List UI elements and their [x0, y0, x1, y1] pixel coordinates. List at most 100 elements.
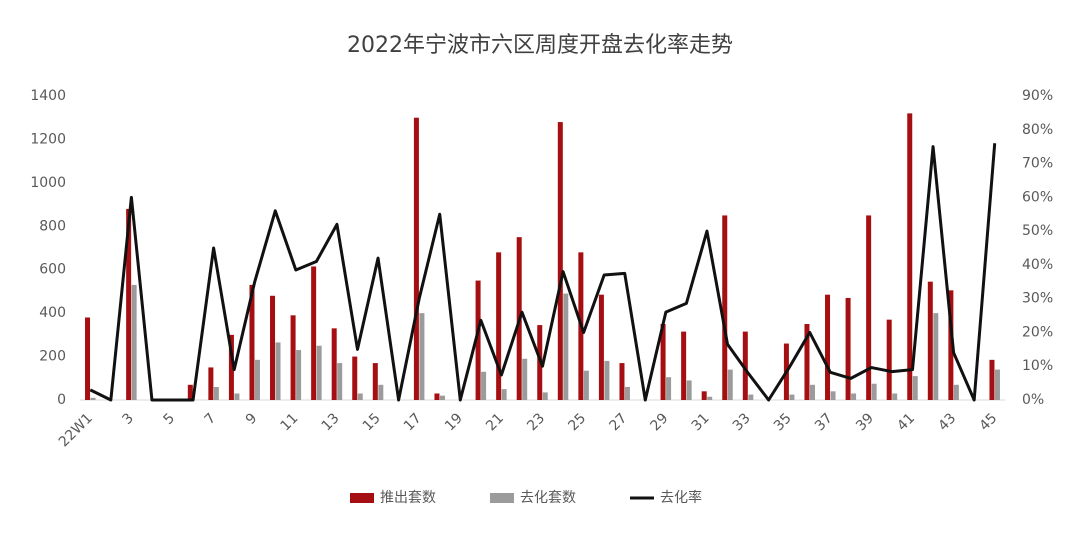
bar [542, 392, 548, 400]
y-tick-label: 0 [57, 392, 66, 408]
x-tick-label: 25 [565, 410, 589, 434]
bar [311, 266, 317, 400]
bar [707, 396, 713, 400]
bar [604, 360, 610, 400]
bar [331, 328, 337, 400]
bar [563, 293, 569, 400]
x-tick-label: 37 [812, 410, 836, 434]
x-tick-label: 13 [319, 410, 343, 434]
legend-label: 推出套数 [380, 490, 436, 506]
line [89, 143, 997, 402]
bar [933, 313, 939, 400]
bar [907, 113, 913, 400]
bar [953, 384, 959, 400]
x-tick-label: 17 [401, 410, 425, 434]
x-tick-label: 11 [278, 410, 302, 434]
x-tick-label: 3 [119, 410, 137, 428]
y2-tick-label: 30% [1022, 291, 1053, 307]
bar [290, 315, 296, 400]
legend-swatch [350, 493, 374, 503]
bar [624, 386, 630, 400]
bar [337, 363, 343, 400]
bar [501, 389, 507, 400]
bar [90, 397, 96, 400]
bar [845, 297, 851, 400]
bar [583, 370, 589, 400]
bar [296, 350, 302, 400]
x-tick-label: 31 [689, 410, 713, 434]
y2-tick-label: 0% [1022, 392, 1044, 408]
bar [892, 393, 898, 400]
bar [316, 345, 322, 400]
bar [378, 384, 384, 400]
bar [357, 393, 363, 400]
bar [681, 331, 687, 400]
bar [912, 376, 918, 400]
bar [666, 377, 672, 400]
bar [439, 395, 445, 400]
bar [727, 369, 733, 400]
bar [871, 383, 877, 400]
bar [187, 384, 193, 400]
y2-tick-label: 10% [1022, 358, 1053, 374]
bar [809, 384, 815, 400]
bar [742, 331, 748, 400]
bar [660, 324, 666, 400]
y-tick-label: 600 [39, 262, 66, 278]
bar [598, 294, 604, 400]
y2-tick-label: 60% [1022, 189, 1053, 205]
bar [994, 369, 1000, 400]
bar [686, 380, 692, 400]
bar [496, 252, 502, 400]
bar [352, 356, 358, 400]
bar [851, 393, 857, 400]
x-tick-label: 21 [483, 410, 507, 434]
bar [234, 393, 240, 400]
y-tick-label: 1000 [30, 175, 66, 191]
legend-swatch [490, 493, 514, 503]
y-tick-label: 200 [39, 349, 66, 365]
bar [557, 122, 563, 401]
bar [254, 359, 260, 400]
y-tick-label: 1400 [30, 88, 66, 104]
bar [804, 324, 810, 400]
y-tick-label: 400 [39, 305, 66, 321]
bar [866, 215, 872, 400]
x-tick-label: 29 [648, 410, 672, 434]
bar [434, 393, 440, 400]
x-tick-label: 5 [161, 410, 179, 428]
y2-tick-label: 70% [1022, 156, 1053, 172]
y-tick-label: 800 [39, 218, 66, 234]
bar [372, 363, 378, 400]
x-tick-label: 43 [935, 410, 959, 434]
bar [475, 280, 481, 400]
bar [208, 367, 214, 400]
bar [228, 334, 234, 400]
x-tick-label: 15 [360, 410, 384, 434]
bar [927, 281, 933, 400]
bar [948, 290, 954, 400]
x-tick-label: 22W1 [56, 410, 96, 450]
bar [419, 313, 425, 400]
bar [825, 294, 831, 400]
y2-tick-label: 80% [1022, 122, 1053, 138]
bar [722, 215, 728, 400]
legend-label: 去化率 [660, 489, 702, 506]
bar [789, 394, 795, 400]
bar [701, 391, 707, 400]
bar [830, 391, 836, 400]
bar [522, 358, 528, 400]
x-tick-label: 19 [442, 410, 466, 434]
x-tick-label: 45 [976, 410, 1000, 434]
x-tick-label: 35 [771, 410, 795, 434]
bar [85, 317, 91, 400]
y2-tick-label: 90% [1022, 88, 1053, 104]
bar [886, 319, 892, 400]
bar [481, 371, 487, 400]
y2-tick-label: 20% [1022, 324, 1053, 340]
bar [126, 208, 132, 400]
bar [213, 386, 219, 400]
y2-tick-label: 40% [1022, 257, 1053, 273]
x-tick-label: 23 [524, 410, 548, 434]
